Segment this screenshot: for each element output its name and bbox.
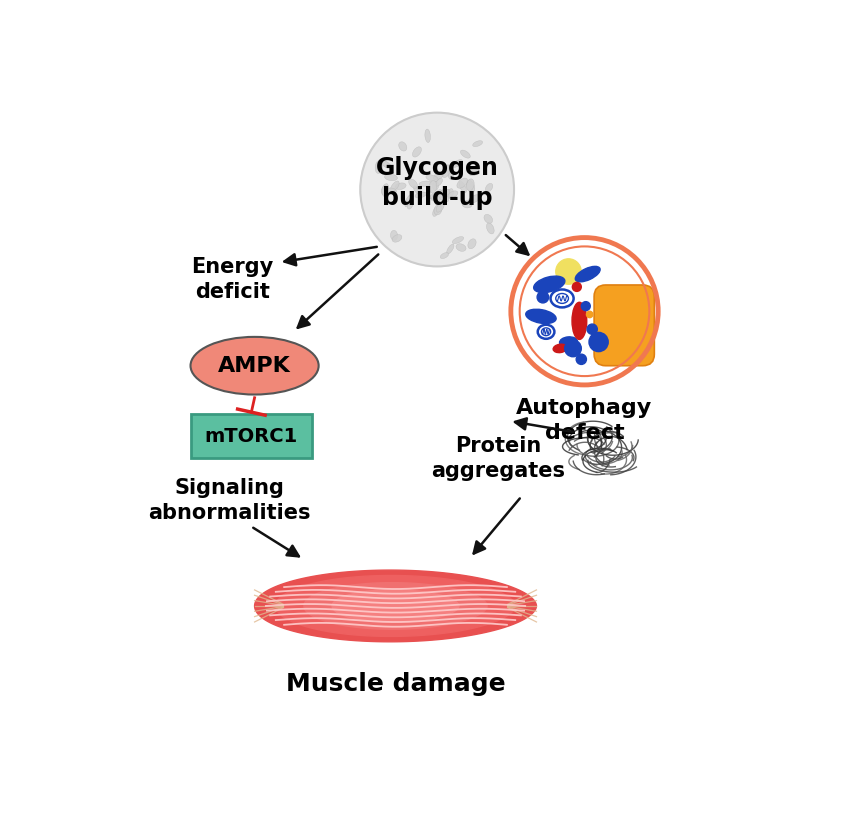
Circle shape — [575, 354, 585, 364]
Text: Muscle damage: Muscle damage — [285, 671, 504, 696]
Ellipse shape — [435, 202, 444, 212]
Ellipse shape — [398, 141, 406, 151]
Polygon shape — [303, 582, 486, 629]
Ellipse shape — [466, 181, 475, 192]
Ellipse shape — [381, 184, 388, 195]
Ellipse shape — [466, 179, 474, 191]
Text: AMPK: AMPK — [218, 356, 291, 376]
Polygon shape — [275, 576, 515, 636]
Ellipse shape — [452, 236, 463, 244]
Ellipse shape — [469, 168, 478, 176]
Circle shape — [588, 333, 607, 352]
Ellipse shape — [452, 160, 462, 167]
Ellipse shape — [456, 244, 465, 251]
Ellipse shape — [392, 235, 401, 242]
Ellipse shape — [467, 239, 475, 249]
Ellipse shape — [438, 193, 448, 202]
Ellipse shape — [486, 223, 493, 234]
Ellipse shape — [412, 146, 421, 157]
Ellipse shape — [425, 175, 438, 181]
Polygon shape — [331, 590, 458, 622]
FancyBboxPatch shape — [594, 285, 653, 366]
Circle shape — [572, 282, 580, 291]
Ellipse shape — [405, 195, 412, 207]
Ellipse shape — [424, 129, 430, 142]
Ellipse shape — [190, 337, 319, 394]
Ellipse shape — [375, 161, 382, 174]
Ellipse shape — [408, 179, 417, 188]
Ellipse shape — [415, 192, 426, 198]
Ellipse shape — [432, 181, 438, 191]
Text: Autophagy
defect: Autophagy defect — [515, 398, 652, 443]
FancyBboxPatch shape — [191, 414, 312, 458]
Ellipse shape — [418, 181, 432, 186]
Ellipse shape — [460, 150, 469, 158]
Ellipse shape — [457, 178, 467, 188]
Text: Protein
aggregates: Protein aggregates — [430, 436, 564, 481]
Ellipse shape — [448, 191, 458, 198]
Ellipse shape — [394, 183, 406, 190]
Ellipse shape — [440, 253, 448, 259]
Ellipse shape — [433, 171, 443, 180]
Ellipse shape — [431, 190, 440, 201]
Polygon shape — [254, 570, 536, 641]
Circle shape — [564, 340, 580, 357]
Ellipse shape — [380, 161, 391, 168]
Ellipse shape — [483, 215, 492, 223]
Ellipse shape — [384, 174, 397, 181]
Ellipse shape — [552, 344, 567, 353]
Ellipse shape — [446, 189, 452, 198]
Ellipse shape — [533, 276, 564, 293]
Text: mTORC1: mTORC1 — [204, 427, 297, 446]
Ellipse shape — [434, 205, 441, 215]
Ellipse shape — [485, 183, 492, 192]
Ellipse shape — [441, 165, 450, 177]
Circle shape — [586, 324, 596, 334]
Ellipse shape — [435, 178, 442, 186]
Ellipse shape — [468, 195, 480, 203]
Ellipse shape — [390, 181, 399, 192]
Text: Signaling
abnormalities: Signaling abnormalities — [147, 478, 310, 522]
Circle shape — [555, 259, 580, 285]
Ellipse shape — [390, 230, 397, 240]
Ellipse shape — [429, 192, 439, 199]
Ellipse shape — [559, 337, 577, 347]
Ellipse shape — [572, 302, 586, 339]
Ellipse shape — [435, 192, 440, 205]
Ellipse shape — [413, 186, 423, 196]
Ellipse shape — [386, 188, 396, 193]
Ellipse shape — [525, 310, 556, 324]
Circle shape — [537, 291, 548, 303]
Ellipse shape — [429, 181, 436, 193]
Ellipse shape — [447, 171, 453, 180]
Ellipse shape — [472, 141, 482, 146]
Ellipse shape — [462, 201, 471, 208]
Ellipse shape — [446, 244, 453, 254]
Ellipse shape — [432, 207, 439, 216]
Ellipse shape — [381, 186, 389, 197]
Circle shape — [510, 238, 658, 385]
Circle shape — [585, 311, 592, 318]
Ellipse shape — [406, 201, 412, 209]
Ellipse shape — [438, 190, 450, 198]
Ellipse shape — [458, 181, 466, 193]
Text: Energy
deficit: Energy deficit — [191, 257, 273, 302]
Circle shape — [360, 112, 514, 266]
Circle shape — [580, 302, 590, 310]
Text: Glycogen
build-up: Glycogen build-up — [375, 156, 498, 210]
Ellipse shape — [440, 189, 449, 196]
Ellipse shape — [574, 266, 600, 282]
